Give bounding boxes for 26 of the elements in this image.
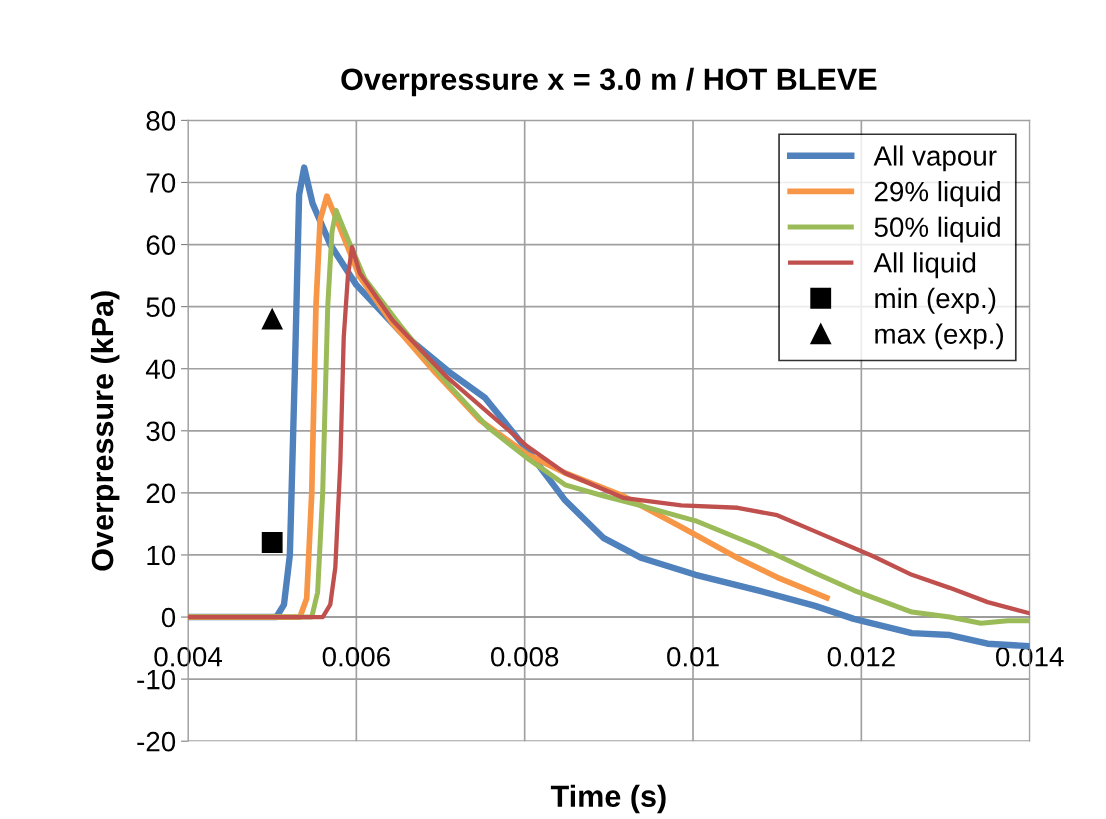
x-tick-label: 0.004 [154, 646, 222, 667]
legend-label: 29% liquid [874, 181, 1000, 207]
y-tick-label: -20 [137, 731, 176, 752]
y-tick-label: -10 [137, 669, 176, 690]
y-tick-label: 40 [145, 359, 176, 380]
y-tick-label: 70 [146, 173, 176, 193]
y-tick-label: 20 [146, 483, 176, 504]
x-tick-label: 0.01 [667, 646, 719, 667]
legend-label: min (exp.) [875, 287, 996, 314]
legend-label: All vapour [873, 145, 997, 172]
x-tick-label: 0.008 [491, 646, 559, 667]
y-tick-label: 50 [146, 297, 176, 317]
y-axis-title: Overpressure (kPa) [90, 291, 120, 571]
y-tick-label: 10 [147, 545, 176, 566]
x-tick-label: 0.014 [996, 646, 1064, 667]
y-tick-label: 60 [146, 235, 176, 255]
y-tick-label: 0 [161, 607, 176, 628]
x-axis-title: Time (s) [550, 784, 666, 814]
x-tick-label: 0.012 [827, 646, 895, 667]
x-tick-label: 0.006 [322, 646, 390, 667]
legend-label: max (exp.) [875, 323, 1003, 350]
legend-label: 50% liquid [874, 216, 1000, 243]
chart-title: Overpressure x = 3.0 m / HOT BLEVE [341, 67, 877, 97]
y-tick-label: 80 [146, 111, 176, 131]
y-tick-label: 30 [146, 421, 176, 442]
legend-label: All liquid [873, 252, 976, 279]
